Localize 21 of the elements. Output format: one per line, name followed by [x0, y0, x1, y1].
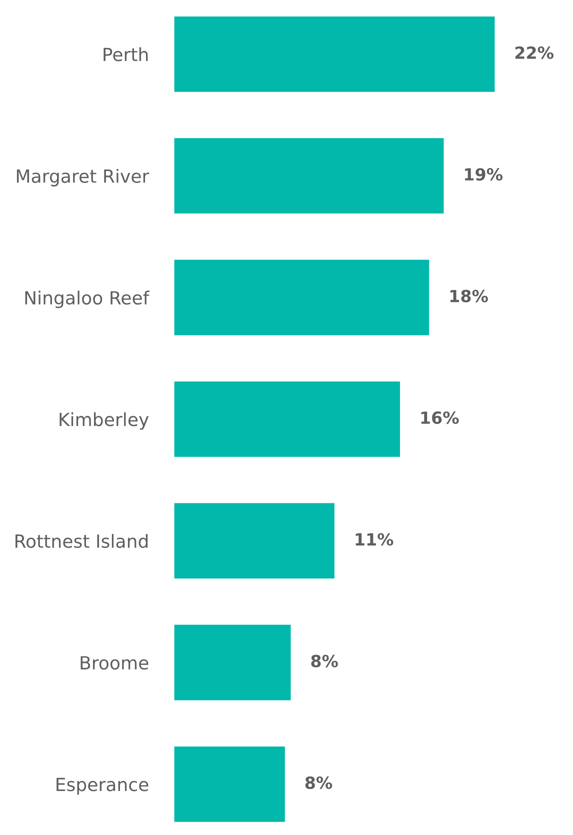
data-label: 11% [356, 533, 394, 546]
bar [174, 138, 444, 214]
bar [174, 503, 334, 579]
y-tick-label: Rottnest Island [16, 534, 148, 548]
data-label: 18% [450, 290, 488, 302]
bar [174, 624, 291, 700]
y-tick-label: Margaret River [16, 168, 150, 186]
data-label: 8% [311, 654, 338, 668]
bar [174, 381, 400, 457]
bar [174, 746, 285, 822]
data-label: 19% [465, 168, 503, 181]
y-tick-label: Kimberley [60, 412, 149, 430]
y-tick-label: Esperance [56, 778, 148, 795]
y-tick-label: Perth [104, 47, 148, 62]
y-tick-label: Broome [80, 656, 148, 670]
data-label: 16% [421, 411, 459, 424]
data-label: 22% [515, 46, 554, 59]
bar [174, 16, 495, 92]
y-tick-label: Ningaloo Reef [25, 290, 150, 308]
bar [174, 260, 430, 336]
data-label: 8% [305, 776, 332, 790]
